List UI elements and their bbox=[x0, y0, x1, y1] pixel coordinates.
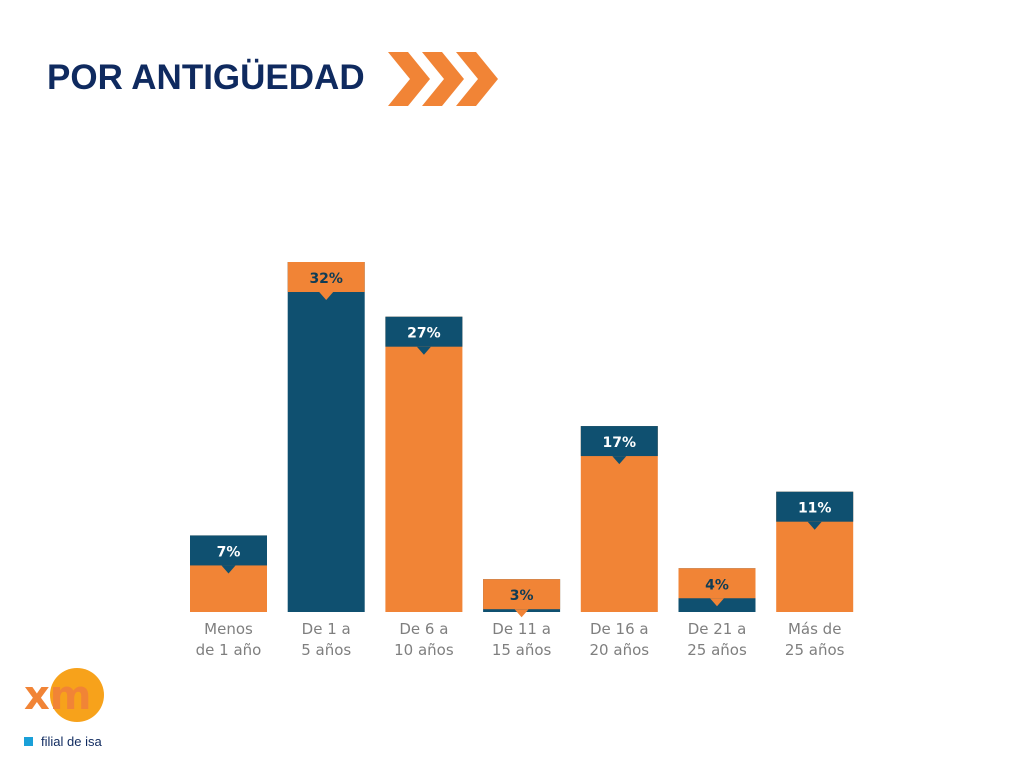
category-label: De 16 a bbox=[590, 620, 649, 638]
bar-cap bbox=[190, 535, 267, 566]
bar-cap bbox=[776, 491, 854, 522]
category-label: 5 años bbox=[301, 641, 351, 659]
bar-cap bbox=[483, 579, 561, 610]
xm-logo: xm bbox=[24, 668, 104, 722]
bar-group: 3% De 11 a 15 años bbox=[483, 579, 561, 659]
data-label: 3% bbox=[510, 588, 534, 604]
data-label: 7% bbox=[217, 544, 241, 560]
data-label: 32% bbox=[309, 271, 343, 287]
bar-pointer bbox=[221, 565, 236, 574]
category-label: 15 años bbox=[492, 641, 552, 659]
bar-pointer bbox=[807, 521, 822, 530]
bar-cap bbox=[287, 262, 365, 292]
bar-group: 11% Más de 25 años bbox=[776, 491, 854, 659]
bar-cap bbox=[385, 316, 463, 347]
data-label: 11% bbox=[798, 501, 832, 517]
bar-cap bbox=[678, 568, 756, 599]
bar-chart: 7% Menos de 1 año 32% De 1 a 5 años 27% De 6 a 1… bbox=[190, 262, 854, 659]
category-label: 25 años bbox=[687, 641, 747, 659]
page-title: POR ANTIGÜEDAD bbox=[47, 58, 365, 97]
category-label: 10 años bbox=[394, 641, 454, 659]
bar-group: 32% De 1 a 5 años bbox=[287, 262, 365, 659]
bar-group: 7% Menos de 1 año bbox=[190, 535, 267, 659]
bar-cap bbox=[580, 426, 658, 457]
bar-pointer bbox=[612, 456, 627, 465]
category-label: Menos bbox=[204, 620, 253, 638]
bar-pointer bbox=[514, 609, 529, 618]
bar-pointer bbox=[319, 292, 334, 300]
logo-square-icon bbox=[24, 737, 33, 746]
category-label: de 1 año bbox=[196, 641, 262, 659]
category-label: De 21 a bbox=[688, 620, 747, 638]
bar-group: 17% De 16 a 20 años bbox=[580, 426, 658, 659]
bar bbox=[385, 316, 463, 612]
category-label: De 6 a bbox=[399, 620, 448, 638]
data-label: 27% bbox=[407, 326, 441, 342]
category-label: De 1 a bbox=[302, 620, 351, 638]
bar-group: 4% De 21 a 25 años bbox=[678, 568, 756, 659]
bar-group: 27% De 6 a 10 años bbox=[385, 316, 463, 659]
category-label: 25 años bbox=[785, 641, 845, 659]
bar-pointer bbox=[710, 598, 724, 607]
category-label: De 11 a bbox=[492, 620, 551, 638]
data-label: 4% bbox=[705, 577, 729, 593]
xm-logo-text: xm bbox=[24, 673, 91, 719]
chevrons-icon bbox=[388, 52, 498, 106]
bar bbox=[287, 262, 365, 612]
category-label: Más de bbox=[788, 620, 841, 638]
category-label: 20 años bbox=[590, 641, 650, 659]
logo-tagline: filial de isa bbox=[41, 734, 102, 749]
data-label: 17% bbox=[603, 435, 637, 451]
bar-pointer bbox=[416, 346, 431, 355]
